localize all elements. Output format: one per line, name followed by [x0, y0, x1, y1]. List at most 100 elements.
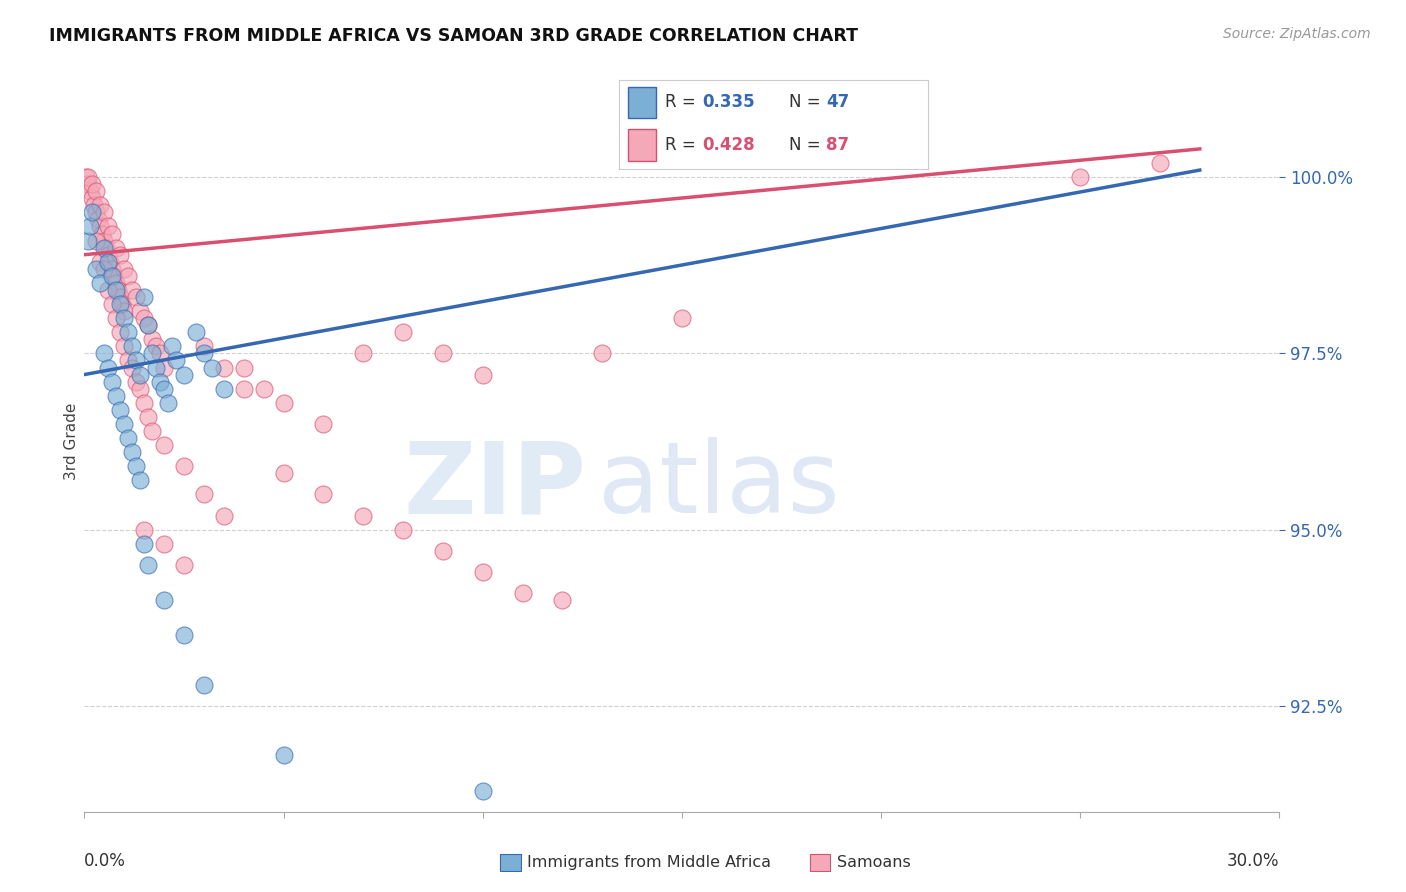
Point: [201, 360, 224, 375]
Point: [110, 290, 132, 304]
Point: [112, 417, 135, 431]
Point: [91, 227, 114, 241]
Point: [312, 487, 335, 501]
Point: [86, 234, 108, 248]
Text: Source: ZipAtlas.com: Source: ZipAtlas.com: [1223, 27, 1371, 41]
Point: [132, 537, 156, 551]
Point: [153, 537, 176, 551]
Point: [136, 318, 159, 333]
Point: [149, 375, 172, 389]
Point: [136, 558, 159, 572]
Point: [212, 508, 235, 523]
Point: [79, 184, 101, 198]
Point: [93, 234, 115, 248]
Point: [82, 191, 104, 205]
Point: [1149, 156, 1171, 170]
Point: [110, 248, 132, 262]
Point: [110, 402, 132, 417]
Text: Immigrants from Middle Africa: Immigrants from Middle Africa: [527, 855, 772, 870]
Point: [149, 346, 172, 360]
Point: [141, 332, 163, 346]
Point: [125, 375, 148, 389]
Y-axis label: 3rd Grade: 3rd Grade: [63, 403, 79, 480]
Point: [153, 382, 176, 396]
Point: [105, 311, 128, 326]
Point: [97, 360, 120, 375]
Point: [121, 445, 143, 459]
Point: [471, 368, 494, 382]
Point: [97, 254, 120, 268]
Point: [89, 198, 111, 212]
Text: N =: N =: [789, 93, 825, 111]
Point: [101, 375, 124, 389]
Point: [129, 304, 152, 318]
Point: [136, 318, 159, 333]
Point: [232, 382, 254, 396]
Point: [352, 508, 374, 523]
Point: [83, 198, 105, 212]
Point: [1069, 170, 1091, 185]
Point: [125, 459, 148, 474]
Point: [86, 184, 108, 198]
Point: [112, 304, 135, 318]
Point: [551, 593, 574, 607]
Text: R =: R =: [665, 93, 702, 111]
Point: [117, 325, 139, 339]
Point: [145, 339, 167, 353]
Point: [101, 227, 124, 241]
Point: [193, 346, 215, 360]
Point: [117, 268, 139, 283]
Point: [153, 438, 176, 452]
Point: [112, 339, 135, 353]
Point: [93, 346, 115, 360]
Point: [77, 177, 100, 191]
Text: 30.0%: 30.0%: [1227, 853, 1279, 871]
Point: [111, 297, 134, 311]
Point: [110, 297, 132, 311]
Point: [89, 276, 111, 290]
Text: IMMIGRANTS FROM MIDDLE AFRICA VS SAMOAN 3RD GRADE CORRELATION CHART: IMMIGRANTS FROM MIDDLE AFRICA VS SAMOAN …: [49, 27, 858, 45]
Point: [273, 748, 295, 763]
Point: [432, 544, 454, 558]
Point: [125, 290, 148, 304]
Point: [87, 212, 110, 227]
Point: [591, 346, 613, 360]
Point: [97, 219, 120, 234]
Point: [103, 268, 125, 283]
Point: [193, 487, 215, 501]
Point: [132, 523, 156, 537]
Point: [93, 261, 115, 276]
Point: [101, 268, 124, 283]
Point: [132, 290, 156, 304]
Point: [141, 424, 163, 438]
Point: [129, 382, 152, 396]
Point: [132, 396, 156, 410]
Point: [184, 325, 207, 339]
Point: [105, 276, 128, 290]
Point: [212, 382, 235, 396]
Point: [101, 297, 124, 311]
Point: [82, 205, 104, 219]
Point: [392, 325, 415, 339]
Point: [671, 311, 693, 326]
Point: [121, 360, 143, 375]
Point: [93, 205, 115, 219]
Point: [352, 346, 374, 360]
Point: [121, 283, 143, 297]
Point: [173, 459, 195, 474]
Point: [125, 353, 148, 368]
Text: N =: N =: [789, 136, 825, 153]
Point: [129, 368, 152, 382]
Point: [107, 283, 129, 297]
Point: [77, 170, 100, 185]
Point: [165, 353, 187, 368]
FancyBboxPatch shape: [628, 129, 655, 161]
FancyBboxPatch shape: [628, 87, 655, 118]
Point: [471, 565, 494, 579]
Point: [97, 248, 120, 262]
Point: [193, 339, 215, 353]
Point: [193, 678, 215, 692]
Point: [153, 360, 176, 375]
Point: [136, 409, 159, 424]
Point: [86, 261, 108, 276]
